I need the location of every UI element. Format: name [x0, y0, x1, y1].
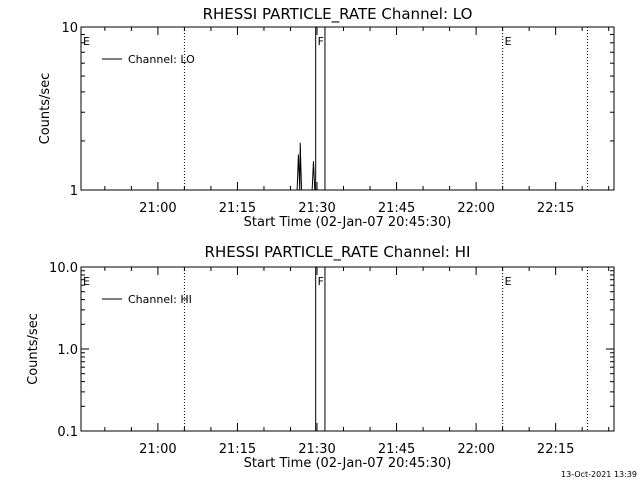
- panel-2-xtick-label: 22:15: [537, 442, 574, 457]
- panel-2-ytick-label: 0.1: [57, 425, 78, 440]
- panel-1-marker-label: E: [505, 35, 512, 48]
- panel-2-title: RHESSI PARTICLE_RATE Channel: HI: [205, 243, 471, 262]
- panel-2-marker-label: E: [83, 275, 90, 288]
- panel-1-xlabel: Start Time (02-Jan-07 20:45:30): [244, 215, 452, 230]
- panel-2-xlabel: Start Time (02-Jan-07 20:45:30): [244, 456, 452, 471]
- panel-1-marker-label: F: [318, 35, 324, 48]
- panel-1-xtick-label: 21:30: [298, 201, 335, 216]
- panel-2-xtick-label: 21:45: [378, 442, 415, 457]
- panel-1-marker-label: E: [83, 35, 90, 48]
- panel-2-legend-label: Channel: HI: [128, 293, 192, 306]
- panel-1-xtick-label: 21:15: [219, 201, 256, 216]
- panel-1-series-line: [296, 142, 316, 191]
- panel-2-xtick-label: 22:00: [457, 442, 494, 457]
- panel-1-frame: [80, 26, 615, 191]
- panel-2-xtick-label: 21:00: [139, 442, 176, 457]
- panel-2-xtick-label: 21:15: [219, 442, 256, 457]
- panel-2-frame: [80, 266, 615, 432]
- panel-2-xtick-label: 21:30: [298, 442, 335, 457]
- timestamp: 13-Oct-2021 13:39: [561, 470, 637, 479]
- panel-1-legend-label: Channel: LO: [128, 53, 195, 66]
- panel-1-xtick-label: 21:45: [378, 201, 415, 216]
- panel-1-ylabel: Counts/sec: [38, 73, 53, 145]
- panel-1-ytick-label: 1: [70, 184, 78, 199]
- panel-2-marker-label: F: [318, 275, 324, 288]
- panel-1-xtick-label: 21:00: [139, 201, 176, 216]
- panel-1-xtick-label: 22:15: [537, 201, 574, 216]
- panel-1-ytick-label: 10: [61, 21, 78, 36]
- panel-2-ytick-label: 1.0: [57, 343, 78, 358]
- panel-2-ytick-label: 10.0: [49, 261, 78, 276]
- panel-2-marker-label: E: [505, 275, 512, 288]
- panel-1-xtick-label: 22:00: [457, 201, 494, 216]
- panel-2-ylabel: Counts/sec: [26, 313, 41, 385]
- panel-1-title: RHESSI PARTICLE_RATE Channel: LO: [203, 5, 473, 24]
